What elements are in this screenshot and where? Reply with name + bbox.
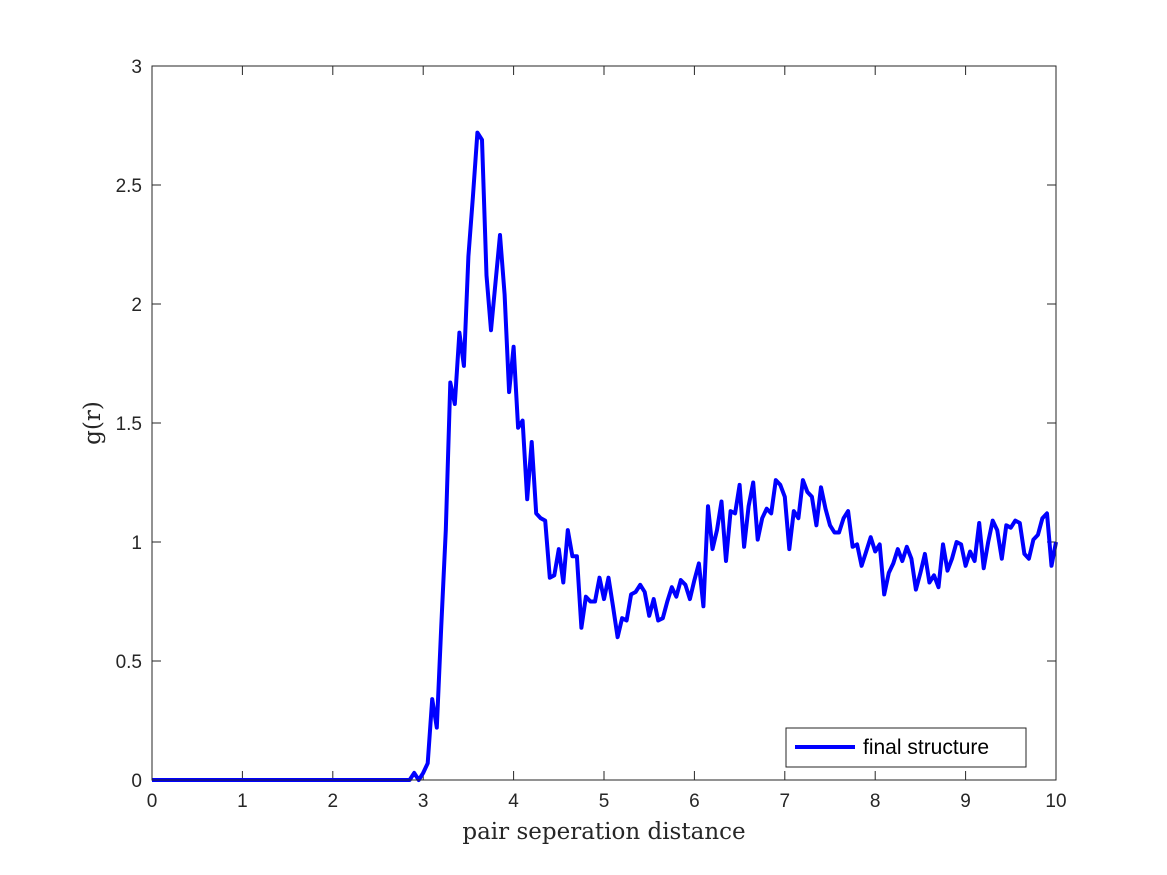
x-tick-label: 7 [780, 791, 791, 812]
legend: final structure [785, 727, 1027, 768]
series-line-final-structure [152, 130, 1058, 782]
axis-tick-labels: 0 1 2 3 4 5 6 7 8 9 10 0 0.5 1 1.5 2 2.5 3 [116, 57, 1067, 812]
x-tick-label: 9 [960, 791, 971, 812]
x-tick-label: 4 [508, 791, 519, 812]
y-tick-label: 2.5 [116, 176, 142, 197]
y-tick-label: 0 [131, 771, 142, 792]
x-tick-label: 6 [689, 791, 700, 812]
x-tick-label: 3 [418, 791, 429, 812]
y-tick-label: 1.5 [116, 414, 142, 435]
x-tick-label: 8 [870, 791, 881, 812]
y-tick-label: 1 [131, 533, 142, 554]
x-tick-label: 2 [328, 791, 339, 812]
x-tick-label: 10 [1045, 791, 1066, 812]
y-tick-label: 0.5 [116, 652, 142, 673]
y-tick-label: 2 [131, 295, 142, 316]
y-axis-title: g(r) [80, 401, 106, 445]
legend-label: final structure [863, 736, 989, 759]
x-axis-title: pair seperation distance [462, 819, 745, 845]
axes-box [151, 65, 1057, 781]
series-lines [152, 130, 1058, 782]
x-tick-label: 1 [237, 791, 248, 812]
x-tick-label: 5 [599, 791, 610, 812]
y-tick-label: 3 [131, 57, 142, 78]
plot-area [152, 66, 1056, 780]
x-tick-label: 0 [147, 791, 158, 812]
